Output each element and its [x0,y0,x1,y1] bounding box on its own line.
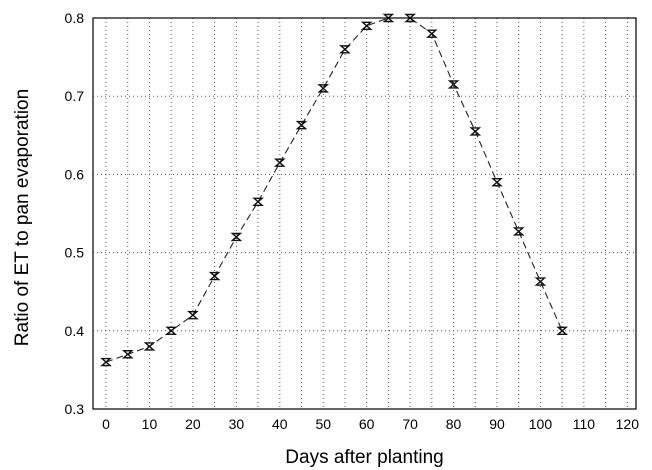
y-tick-label: 0.5 [65,245,85,261]
y-tick-label: 0.8 [65,10,85,26]
data-point [425,29,438,38]
data-point [469,127,482,136]
x-tick-label: 0 [102,416,110,432]
y-axis-label: Ratio of ET to pan evaporation [12,89,33,346]
data-point [491,178,503,187]
y-tick-label: 0.7 [65,88,85,104]
data-point [165,326,178,335]
grid [93,17,636,410]
x-tick-label: 40 [272,416,288,432]
data-point [230,232,243,242]
series-group [100,13,569,367]
y-tick-label: 0.4 [65,323,85,339]
x-tick-label: 30 [229,416,245,432]
x-tick-label: 100 [529,416,553,432]
x-tick-labels: 0 10 20 30 40 50 60 70 80 90 100 110 120 [102,416,639,432]
y-tick-label: 0.6 [65,166,85,182]
data-point [121,350,134,359]
data-point [100,357,112,367]
data-point [534,277,547,286]
data-point [512,227,525,236]
data-point [252,197,264,206]
y-tick-labels: 0.3 0.4 0.5 0.6 0.7 0.8 [65,10,85,417]
x-tick-label: 90 [489,416,505,432]
x-tick-label: 120 [616,416,640,432]
data-point [187,310,199,320]
data-point [556,326,569,335]
y-tick-label: 0.3 [65,401,85,417]
data-point [208,271,221,281]
data-point [339,45,351,54]
x-tick-label: 10 [142,416,158,432]
plot-frame [92,17,637,410]
data-point [382,13,395,23]
series-line [105,17,563,363]
data-point [447,80,460,89]
data-point [317,84,330,93]
x-tick-label: 110 [573,416,596,432]
data-point [273,158,286,167]
x-tick-label: 20 [185,416,201,432]
x-tick-label: 60 [359,416,375,432]
data-point [143,342,156,351]
data-point [295,120,308,130]
x-axis-label: Days after planting [285,447,443,468]
data-point [360,21,373,31]
x-tick-label: 80 [446,416,462,432]
x-tick-label: 50 [315,416,331,432]
x-tick-label: 70 [402,416,418,432]
data-point [404,13,416,23]
